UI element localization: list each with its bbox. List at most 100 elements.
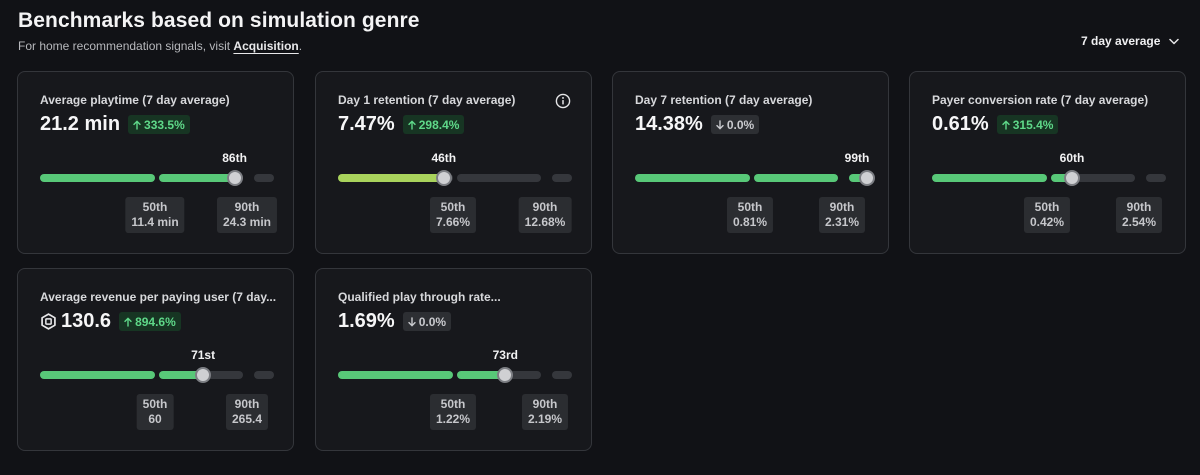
metric-card: Day 1 retention (7 day average) 7.47% 298.… xyxy=(315,71,592,254)
percentile-knob xyxy=(435,170,452,186)
delta-badge: 315.4% xyxy=(996,115,1059,134)
percentile-label: 60th xyxy=(1059,151,1085,165)
p90-value: 2.54% xyxy=(1121,215,1157,229)
benchmark-bar-filled xyxy=(338,174,444,182)
metric-title: Day 1 retention (7 day average) xyxy=(338,93,516,107)
subtitle-text: For home recommendation signals, visit xyxy=(18,39,234,53)
p90-value: 12.68% xyxy=(524,215,566,229)
metric-title: Average revenue per paying user (7 day..… xyxy=(40,290,277,304)
p90-label: 90th xyxy=(234,397,260,411)
period-dropdown[interactable]: 7 day average xyxy=(1081,34,1180,48)
delta-value: 315.4% xyxy=(1012,117,1054,132)
metric-value: 7.47% xyxy=(338,113,395,135)
p50-label: 50th xyxy=(440,200,466,214)
arrow-up-icon xyxy=(133,120,141,130)
p90-benchmark: 90th 2.31% xyxy=(818,197,866,233)
p50-value: 60 xyxy=(148,412,162,426)
arrow-up-icon xyxy=(124,317,132,327)
metric-value: 130.6 xyxy=(61,310,112,332)
benchmark-bar-track xyxy=(457,174,541,182)
delta-value: 0.0% xyxy=(418,314,447,329)
p90-value: 2.19% xyxy=(527,412,563,426)
benchmark-bar-track xyxy=(254,371,274,379)
p90-label: 90th xyxy=(532,397,558,411)
benchmark-bar-track xyxy=(203,371,243,379)
metric-value-row: 1.69% 0.0% xyxy=(338,310,452,333)
subtitle-period: . xyxy=(298,39,303,53)
benchmark-bar-filled xyxy=(457,371,506,379)
p50-benchmark: 50th 60 xyxy=(136,394,174,430)
benchmark-bar-filled xyxy=(338,371,453,379)
benchmark-bar-filled xyxy=(1051,174,1072,182)
p50-benchmark: 50th 1.22% xyxy=(429,394,477,430)
metric-card: Average revenue per paying user (7 day..… xyxy=(17,268,294,451)
p50-value: 7.66% xyxy=(435,215,471,229)
benchmark-bar-filled xyxy=(635,174,750,182)
percentile-label: 73rd xyxy=(492,348,518,362)
metric-value: 14.38% xyxy=(635,113,703,135)
benchmark-bar-filled xyxy=(40,371,155,379)
benchmark-bar-filled xyxy=(754,174,838,182)
metric-value-row: 0.61% 315.4% xyxy=(932,113,1059,136)
p90-label: 90th xyxy=(1126,200,1152,214)
metric-value-row: 130.6 894.6% xyxy=(40,310,181,333)
p90-label: 90th xyxy=(829,200,855,214)
p90-value: 265.4 xyxy=(231,412,263,426)
metric-title: Qualified play through rate... xyxy=(338,290,501,304)
p50-value: 0.81% xyxy=(732,215,768,229)
metric-title: Day 7 retention (7 day average) xyxy=(635,93,813,107)
p50-benchmark: 50th 0.42% xyxy=(1023,197,1071,233)
benchmark-bar-track xyxy=(552,371,572,379)
p90-benchmark: 90th 24.3 min xyxy=(216,197,278,233)
period-dropdown-label: 7 day average xyxy=(1081,34,1161,48)
chevron-down-icon xyxy=(1169,38,1180,44)
p50-value: 1.22% xyxy=(435,412,471,426)
metric-card: Average playtime (7 day average) 21.2 min… xyxy=(17,71,294,254)
metric-card: Qualified play through rate... 1.69% 0.0% 7… xyxy=(315,268,592,451)
p50-label: 50th xyxy=(1034,200,1060,214)
delta-badge: 894.6% xyxy=(119,312,181,331)
metric-value: 0.61% xyxy=(932,113,989,135)
metric-value: 1.69% xyxy=(338,310,395,332)
benchmark-bar-track xyxy=(254,174,274,182)
benchmark-bar-track xyxy=(1146,174,1166,182)
metric-value-row: 7.47% 298.4% xyxy=(338,113,465,136)
acquisition-link[interactable]: Acquisition xyxy=(233,39,299,53)
page-title: Benchmarks based on simulation genre xyxy=(18,9,420,32)
percentile-label: 46th xyxy=(431,151,457,165)
arrow-up-icon xyxy=(408,120,416,130)
p50-label: 50th xyxy=(142,397,168,411)
p50-label: 50th xyxy=(440,397,466,411)
info-icon[interactable] xyxy=(555,93,571,109)
delta-badge: 0.0% xyxy=(710,115,760,134)
benchmark-bar-filled xyxy=(40,174,155,182)
p90-value: 2.31% xyxy=(824,215,860,229)
arrow-up-icon xyxy=(1002,120,1010,130)
delta-badge: 0.0% xyxy=(402,312,452,331)
benchmark-bar-track xyxy=(505,371,541,379)
delta-value: 0.0% xyxy=(726,117,755,132)
arrow-down-icon xyxy=(716,119,724,129)
p90-label: 90th xyxy=(234,200,260,214)
p50-label: 50th xyxy=(142,200,168,214)
benchmark-bar-filled xyxy=(849,174,867,182)
metric-value-row: 14.38% 0.0% xyxy=(635,113,760,136)
p90-value: 24.3 min xyxy=(222,215,272,229)
benchmark-bar-filled xyxy=(932,174,1047,182)
benchmark-bar-filled xyxy=(159,174,235,182)
delta-value: 298.4% xyxy=(418,117,460,132)
robux-icon xyxy=(41,313,56,330)
percentile-knob xyxy=(859,170,875,186)
percentile-label: 71st xyxy=(191,348,216,362)
metric-card: Day 7 retention (7 day average) 14.38% 0.0… xyxy=(612,71,889,254)
arrow-down-icon xyxy=(408,316,416,326)
benchmark-bar-track xyxy=(552,174,572,182)
delta-value: 333.5% xyxy=(144,117,185,132)
benchmark-bar-filled xyxy=(159,371,204,379)
percentile-knob xyxy=(497,367,514,383)
metric-title: Payer conversion rate (7 day average) xyxy=(932,93,1149,107)
metric-value: 21.2 min xyxy=(40,113,121,135)
p50-value: 0.42% xyxy=(1029,215,1065,229)
percentile-label: 86th xyxy=(222,151,247,165)
